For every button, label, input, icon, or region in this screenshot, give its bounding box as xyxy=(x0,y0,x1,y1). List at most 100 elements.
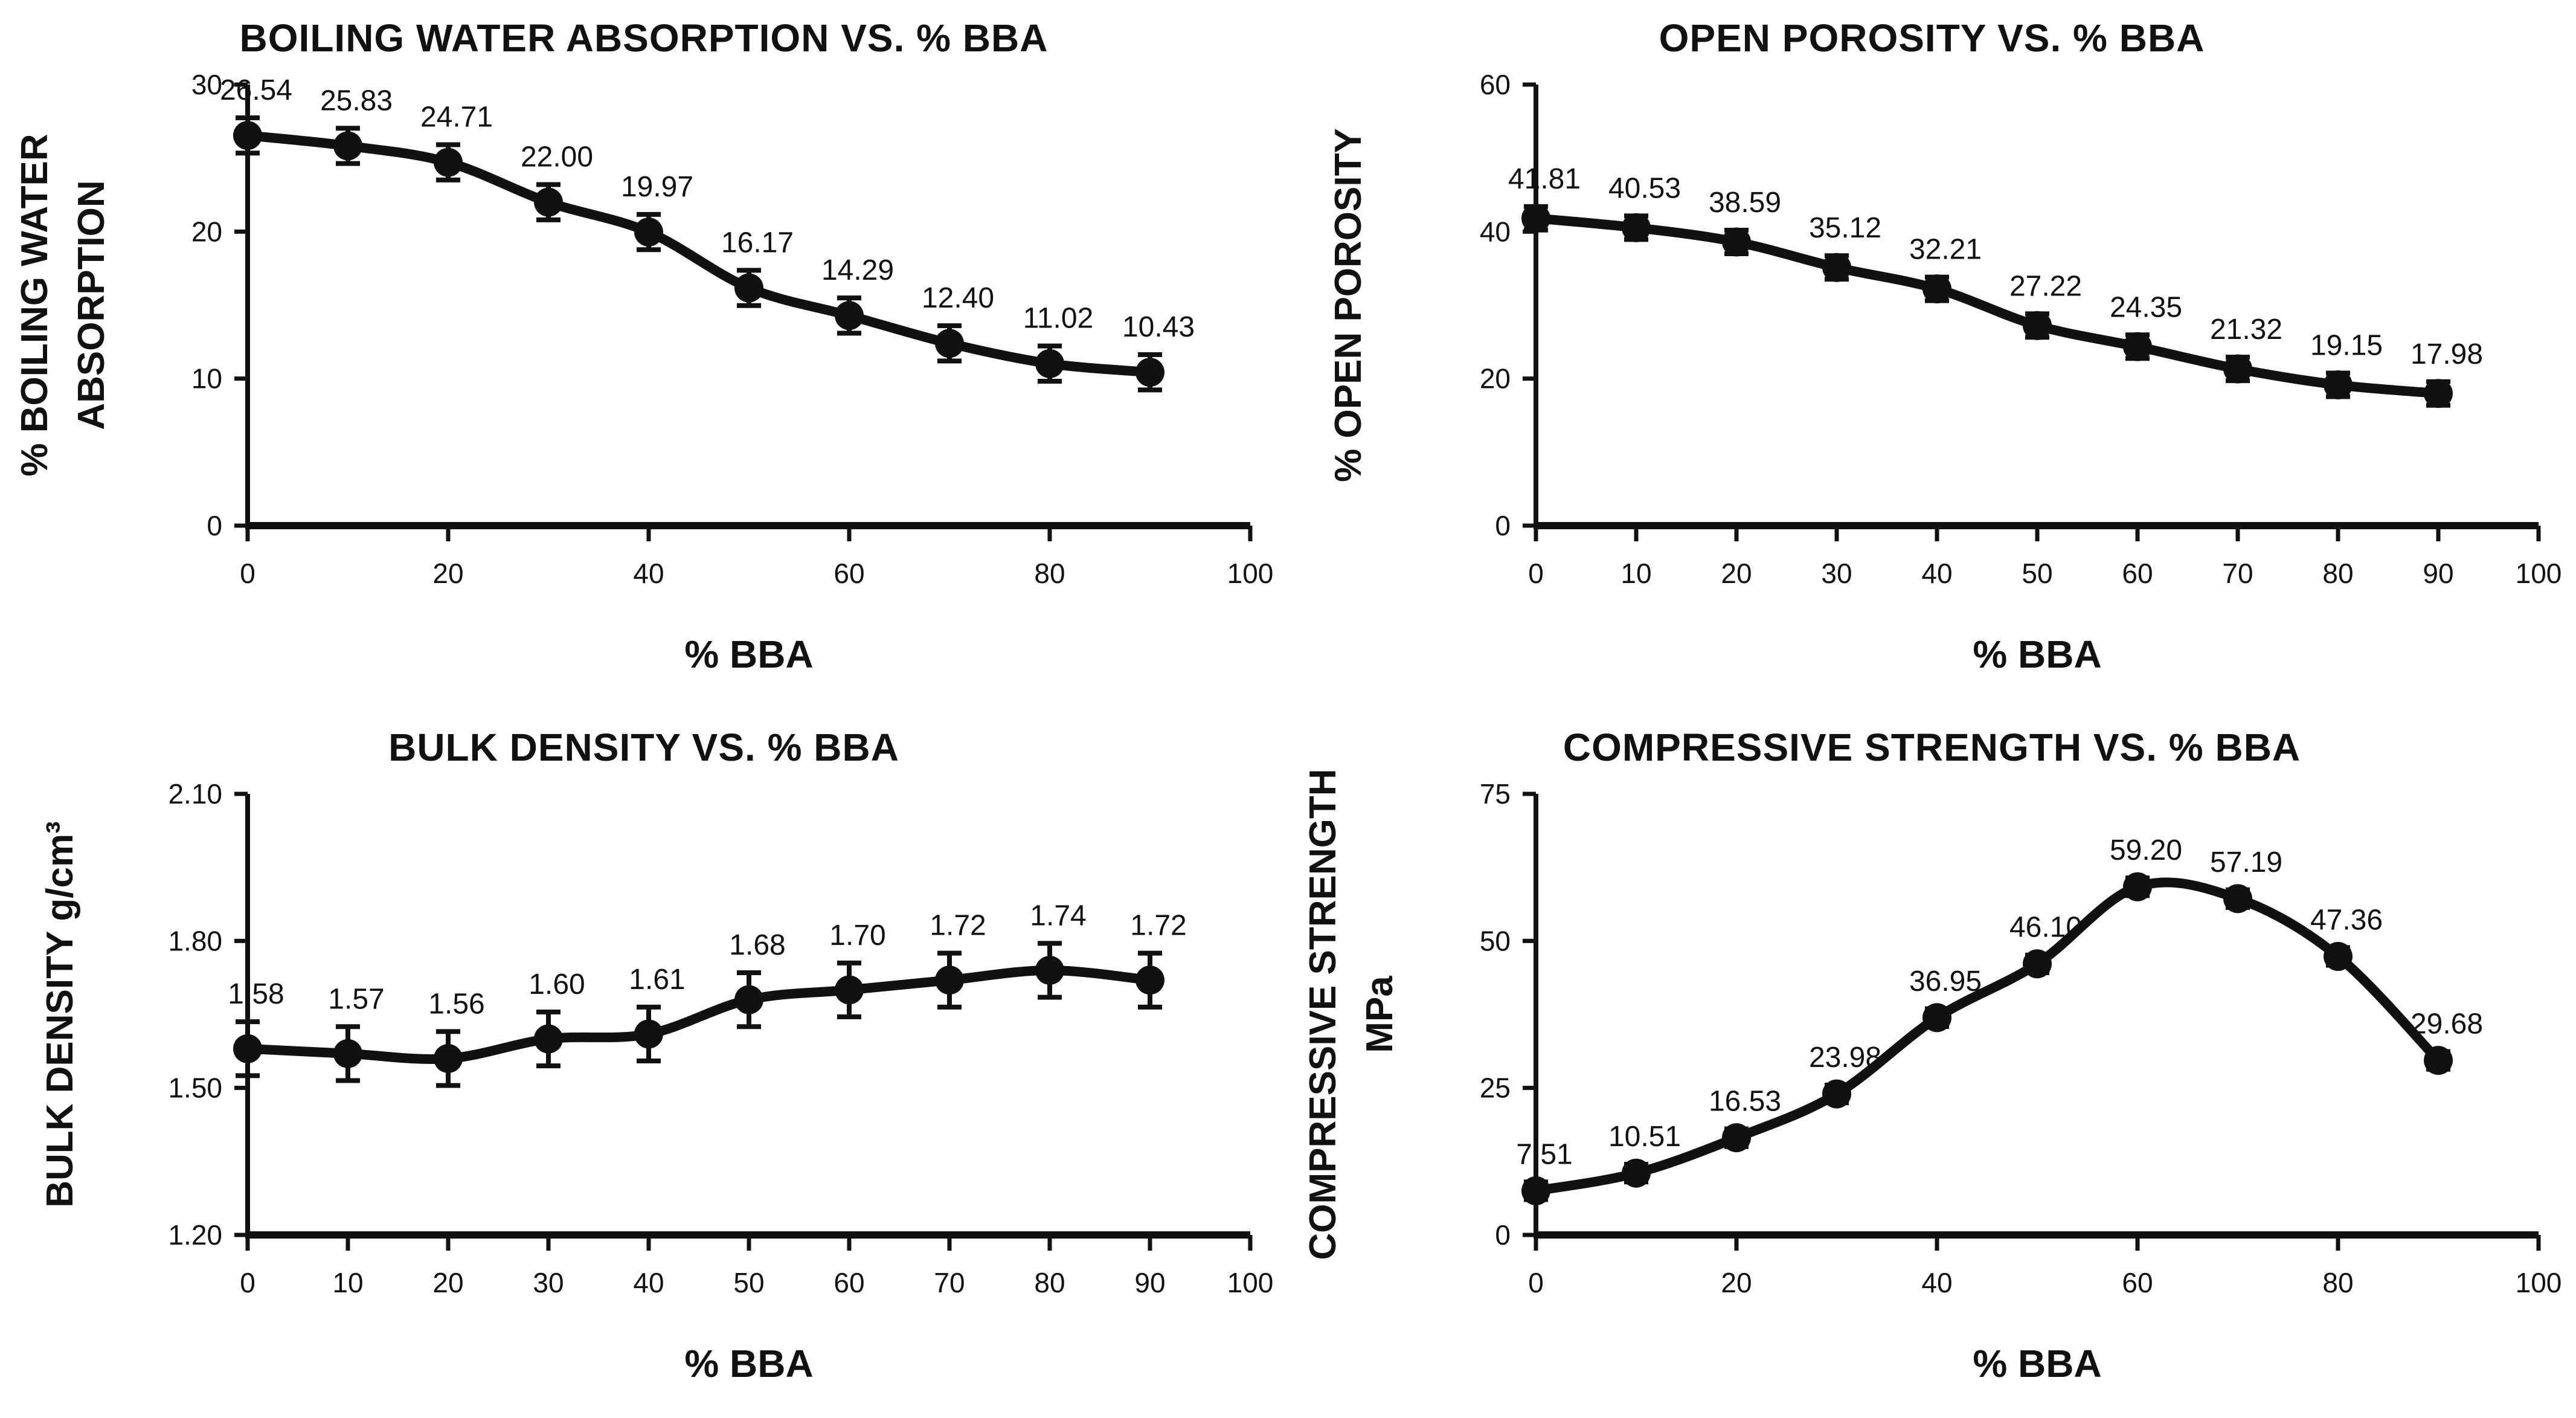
x-tick-label: 0 xyxy=(1528,558,1544,589)
data-point-label: 24.35 xyxy=(2109,291,2182,323)
data-point-label: 38.59 xyxy=(1708,187,1781,219)
y-axis-label: MPa xyxy=(1359,975,1401,1052)
data-point-label: 26.54 xyxy=(220,74,292,106)
chart-canvas-boiling-water-absorption: 0 10 20 30 0 20 40 60 80 100 % BBA % BOILING WATER A… xyxy=(14,69,1273,676)
data-point-label: 12.40 xyxy=(922,282,994,314)
x-tick-label: 60 xyxy=(2122,1267,2153,1298)
x-tick-label: 0 xyxy=(240,1267,255,1298)
data-point-label: 19.97 xyxy=(621,171,693,203)
data-point-marker xyxy=(233,1034,262,1063)
data-point-marker xyxy=(634,218,663,247)
data-point-label: 22.00 xyxy=(521,141,593,173)
x-axis-label: % BBA xyxy=(684,1342,813,1385)
series-line xyxy=(1531,877,2443,1196)
data-point-marker xyxy=(835,975,864,1004)
x-tick-label: 100 xyxy=(2515,1267,2562,1298)
y-tick-label: 40 xyxy=(1479,216,1510,247)
data-point-label: 59.20 xyxy=(2109,834,2182,866)
data-point-label: 1.61 xyxy=(629,963,685,995)
x-tick-label: 20 xyxy=(1721,1267,1752,1298)
data-point-label: 16.53 xyxy=(1708,1085,1781,1117)
x-tick-label: 70 xyxy=(2222,558,2253,589)
chart-canvas-bulk-density: 1.20 1.50 1.80 2.10 0 10 20 30 40 50 60 70 80 90 100 % … xyxy=(39,778,1274,1385)
data-point-marker xyxy=(835,301,864,330)
x-tick-label: 60 xyxy=(2122,558,2153,589)
data-point-marker xyxy=(734,985,763,1014)
x-tick-label: 40 xyxy=(633,1267,664,1298)
x-tick-label: 70 xyxy=(934,1267,965,1298)
data-point-marker xyxy=(1621,1158,1651,1188)
data-point-marker xyxy=(1822,1079,1851,1109)
data-point-marker xyxy=(1521,1176,1550,1205)
series-line xyxy=(243,965,1155,1064)
data-point-label: 1.70 xyxy=(829,919,885,951)
y-tick-label: 20 xyxy=(191,216,222,247)
chart-panel-compressive-strength: COMPRESSIVE STRENGTH VS. % BBA 0 25 50 75 0 2… xyxy=(1288,709,2576,1418)
data-point-label: 1.57 xyxy=(328,983,384,1015)
data-point-marker xyxy=(1135,965,1164,994)
x-tick-label: 100 xyxy=(1227,1267,1274,1298)
chart-panel-boiling-water-absorption: BOILING WATER ABSORPTION VS. % BBA 0 10 20… xyxy=(0,0,1288,709)
data-point-label: 1.56 xyxy=(428,988,484,1020)
data-point-label: 7.51 xyxy=(1516,1138,1572,1170)
chart-title: BOILING WATER ABSORPTION VS. % BBA xyxy=(239,16,1049,60)
y-tick-label: 30 xyxy=(191,69,222,100)
y-tick-label: 0 xyxy=(1495,510,1511,541)
data-point-marker xyxy=(333,1039,362,1068)
x-tick-label: 20 xyxy=(432,1267,463,1298)
chart-panel-bulk-density: BULK DENSITY VS. % BBA 1.20 1.50 1.80 2.10 0… xyxy=(0,709,1288,1418)
data-point-label: 23.98 xyxy=(1808,1041,1881,1073)
data-point-marker xyxy=(2423,1045,2453,1075)
data-point-label: 16.17 xyxy=(721,227,794,259)
x-tick-label: 80 xyxy=(1034,1267,1065,1298)
series-line xyxy=(1531,213,2443,399)
data-point-label: 41.81 xyxy=(1508,163,1580,195)
data-point-marker xyxy=(1035,955,1064,985)
x-tick-label: 10 xyxy=(332,1267,363,1298)
y-tick-label: 75 xyxy=(1479,778,1510,810)
data-point-marker xyxy=(734,273,763,303)
x-axis-label: % BBA xyxy=(1973,633,2101,676)
data-point-marker xyxy=(1521,204,1550,233)
data-point-label: 1.60 xyxy=(528,968,585,1000)
data-point-label: 21.32 xyxy=(2209,314,2282,346)
x-tick-label: 30 xyxy=(533,1267,564,1298)
x-tick-label: 10 xyxy=(1620,558,1651,589)
data-point-label: 19.15 xyxy=(2310,330,2382,362)
x-tick-label: 30 xyxy=(1821,558,1852,589)
y-tick-label: 1.80 xyxy=(168,925,222,956)
data-point-marker xyxy=(534,187,563,217)
data-point-marker xyxy=(233,121,262,150)
y-axis-label: % BOILING WATER xyxy=(14,134,56,476)
data-point-marker xyxy=(2122,872,2152,901)
chart-title: BULK DENSITY VS. % BBA xyxy=(388,725,899,769)
chart-canvas-open-porosity: 0 20 40 60 0 10 20 30 40 50 60 70 80 90 100 % BBA % OPEN… xyxy=(1328,69,2562,676)
data-point-label: 1.68 xyxy=(729,929,785,961)
y-tick-label: 60 xyxy=(1479,69,1510,100)
y-tick-label: 1.50 xyxy=(168,1072,222,1103)
data-point-label: 1.74 xyxy=(1030,900,1086,932)
data-point-marker xyxy=(333,131,362,161)
x-tick-label: 20 xyxy=(432,558,463,589)
data-point-label: 24.71 xyxy=(420,102,493,134)
data-point-label: 10.43 xyxy=(1122,311,1195,343)
data-point-marker xyxy=(2323,370,2353,400)
y-axis-label: COMPRESSIVE STRENGTH xyxy=(1302,770,1344,1260)
data-point-marker xyxy=(434,1043,463,1073)
x-tick-label: 50 xyxy=(733,1267,764,1298)
y-tick-label: 1.20 xyxy=(168,1219,222,1251)
data-point-marker xyxy=(2223,883,2252,913)
data-point-label: 36.95 xyxy=(1909,965,1981,997)
y-tick-label: 2.10 xyxy=(168,778,222,810)
x-tick-label: 0 xyxy=(1528,1267,1544,1298)
data-point-marker xyxy=(1135,358,1164,387)
x-tick-label: 40 xyxy=(1921,558,1952,589)
data-point-label: 35.12 xyxy=(1808,212,1881,244)
data-point-marker xyxy=(2323,941,2353,971)
data-point-marker xyxy=(2223,354,2252,384)
series-line xyxy=(243,131,1155,378)
y-tick-label: 10 xyxy=(191,363,222,395)
y-tick-label: 50 xyxy=(1479,925,1510,956)
